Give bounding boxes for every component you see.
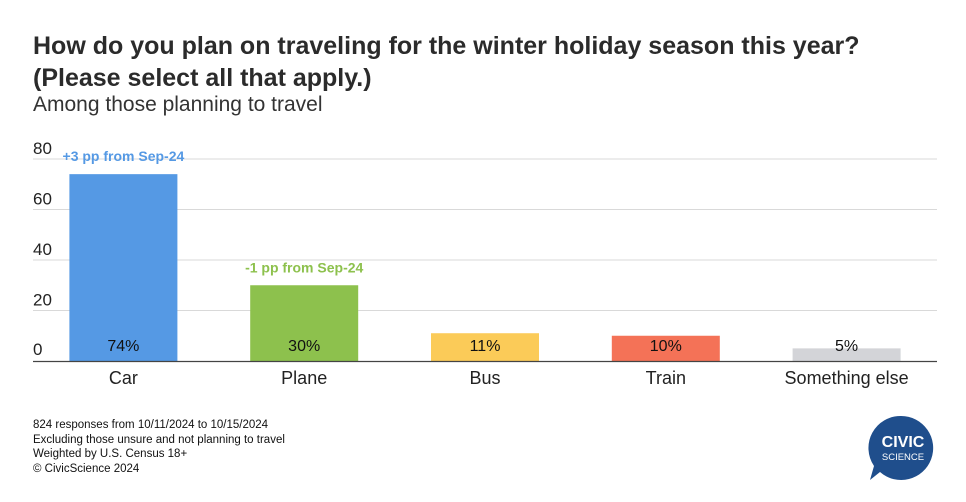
y-tick-label: 20 <box>33 291 52 310</box>
x-tick-label: Something else <box>785 368 909 388</box>
data-label: 30% <box>288 338 320 355</box>
y-tick-label: 40 <box>33 240 52 259</box>
annotation-label: +3 pp from Sep-24 <box>63 148 185 164</box>
bar-car <box>69 174 178 361</box>
chart-title: How do you plan on traveling for the win… <box>33 32 860 92</box>
footer-line-exclusion: Excluding those unsure and not planning … <box>33 433 285 446</box>
x-tick-label: Train <box>646 368 686 388</box>
y-tick-label: 60 <box>33 190 52 209</box>
bar-bus <box>431 333 539 361</box>
footer-notes: 824 responses from 10/11/2024 to 10/15/2… <box>33 418 285 476</box>
civicscience-logo: CIVIC SCIENCE <box>868 415 934 480</box>
bar-plane <box>250 285 359 361</box>
data-label: 5% <box>835 338 858 355</box>
bar-train <box>611 335 720 361</box>
bar-something-else <box>792 348 901 361</box>
annotation-label: -1 pp from Sep-24 <box>245 259 363 275</box>
data-label: 74% <box>107 338 139 355</box>
x-tick-label: Plane <box>281 368 327 388</box>
footer-line-responses: 824 responses from 10/11/2024 to 10/15/2… <box>33 419 269 431</box>
logo-text-civic: CIVIC <box>882 434 925 451</box>
chart-subtitle: Among those planning to travel <box>33 93 323 116</box>
x-tick-label: Bus <box>469 368 500 388</box>
logo-text-science: SCIENCE <box>882 452 924 463</box>
data-label: 11% <box>470 338 501 355</box>
data-label: 10% <box>650 338 682 355</box>
x-tick-label: Car <box>109 368 138 388</box>
footer-line-copyright: © CivicScience 2024 <box>33 462 140 475</box>
y-tick-label: 80 <box>33 139 52 158</box>
y-tick-label: 0 <box>33 340 42 359</box>
footer-line-weighting: Weighted by U.S. Census 18+ <box>33 448 188 460</box>
